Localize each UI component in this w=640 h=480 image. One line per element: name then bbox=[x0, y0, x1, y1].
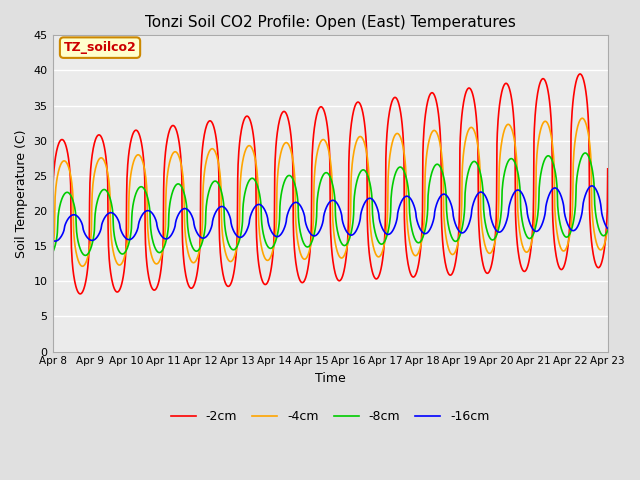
Legend: -2cm, -4cm, -8cm, -16cm: -2cm, -4cm, -8cm, -16cm bbox=[166, 405, 495, 428]
Line: -16cm: -16cm bbox=[52, 186, 608, 241]
-2cm bbox=[604, 166, 612, 172]
-4cm bbox=[296, 249, 304, 254]
-16cm bbox=[115, 218, 122, 224]
-2cm bbox=[306, 250, 314, 255]
-16cm bbox=[588, 183, 596, 189]
-4cm bbox=[604, 225, 612, 230]
-16cm bbox=[92, 236, 100, 241]
-4cm bbox=[49, 247, 56, 252]
-2cm bbox=[365, 246, 372, 252]
-8cm bbox=[306, 242, 314, 248]
-16cm bbox=[306, 230, 314, 236]
Line: -8cm: -8cm bbox=[52, 153, 608, 255]
X-axis label: Time: Time bbox=[315, 372, 346, 385]
-8cm bbox=[285, 173, 292, 179]
-4cm bbox=[285, 142, 292, 147]
-16cm bbox=[51, 238, 59, 244]
-16cm bbox=[604, 226, 612, 231]
-4cm bbox=[306, 246, 314, 252]
-2cm bbox=[285, 117, 292, 123]
-16cm bbox=[296, 202, 304, 208]
-2cm bbox=[49, 215, 56, 221]
Title: Tonzi Soil CO2 Profile: Open (East) Temperatures: Tonzi Soil CO2 Profile: Open (East) Temp… bbox=[145, 15, 516, 30]
-2cm bbox=[115, 288, 122, 294]
-8cm bbox=[365, 176, 372, 182]
Text: TZ_soilco2: TZ_soilco2 bbox=[63, 41, 136, 54]
-8cm bbox=[49, 250, 56, 256]
-16cm bbox=[365, 195, 372, 201]
-4cm bbox=[579, 115, 586, 121]
-2cm bbox=[76, 291, 84, 297]
-2cm bbox=[92, 136, 100, 142]
-4cm bbox=[115, 262, 122, 268]
-2cm bbox=[576, 71, 584, 77]
-4cm bbox=[365, 170, 372, 176]
-8cm bbox=[581, 150, 589, 156]
-8cm bbox=[92, 205, 100, 211]
-8cm bbox=[115, 247, 122, 253]
-4cm bbox=[92, 164, 100, 170]
-2cm bbox=[296, 277, 304, 283]
-16cm bbox=[49, 238, 56, 243]
Y-axis label: Soil Temperature (C): Soil Temperature (C) bbox=[15, 129, 28, 258]
-8cm bbox=[604, 228, 612, 233]
Line: -4cm: -4cm bbox=[52, 118, 608, 266]
Line: -2cm: -2cm bbox=[52, 74, 608, 294]
-16cm bbox=[285, 209, 292, 215]
-4cm bbox=[79, 264, 86, 269]
-8cm bbox=[296, 227, 304, 233]
-8cm bbox=[82, 252, 90, 258]
